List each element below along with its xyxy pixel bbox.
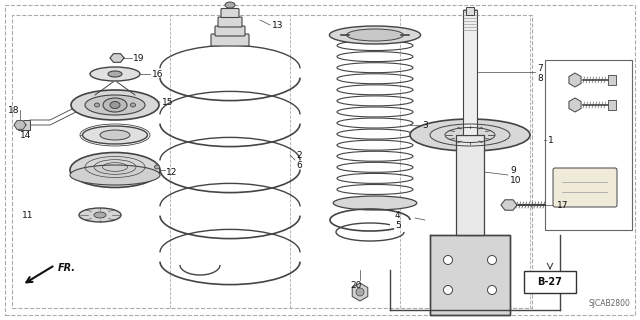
Ellipse shape bbox=[108, 71, 122, 77]
Text: 20: 20 bbox=[350, 281, 362, 290]
Ellipse shape bbox=[70, 153, 160, 188]
Text: B-27: B-27 bbox=[538, 277, 563, 287]
Text: 10: 10 bbox=[510, 175, 522, 185]
Bar bbox=[18, 120, 30, 130]
Ellipse shape bbox=[410, 119, 530, 151]
Bar bbox=[545, 60, 632, 230]
Text: SJCAB2800: SJCAB2800 bbox=[588, 299, 630, 308]
Ellipse shape bbox=[154, 165, 159, 169]
Polygon shape bbox=[117, 58, 124, 62]
Polygon shape bbox=[113, 58, 120, 62]
Ellipse shape bbox=[95, 103, 99, 107]
Ellipse shape bbox=[346, 29, 403, 41]
FancyBboxPatch shape bbox=[524, 271, 576, 293]
Ellipse shape bbox=[71, 90, 159, 120]
Text: 7: 7 bbox=[537, 63, 543, 73]
Polygon shape bbox=[113, 54, 120, 58]
Text: 12: 12 bbox=[166, 167, 177, 177]
Ellipse shape bbox=[444, 285, 452, 294]
Text: 15: 15 bbox=[162, 98, 173, 107]
Ellipse shape bbox=[83, 126, 147, 144]
Text: 9: 9 bbox=[510, 165, 516, 174]
FancyBboxPatch shape bbox=[218, 17, 242, 27]
FancyBboxPatch shape bbox=[430, 235, 510, 315]
Text: 4: 4 bbox=[395, 211, 401, 220]
FancyBboxPatch shape bbox=[553, 168, 617, 207]
Ellipse shape bbox=[100, 130, 130, 140]
FancyBboxPatch shape bbox=[221, 9, 239, 18]
Ellipse shape bbox=[488, 285, 497, 294]
Text: 18: 18 bbox=[8, 106, 19, 115]
Bar bbox=[466, 7, 474, 15]
Polygon shape bbox=[501, 200, 517, 210]
Text: 2: 2 bbox=[296, 150, 301, 159]
Bar bbox=[608, 75, 616, 85]
FancyBboxPatch shape bbox=[215, 26, 245, 36]
Text: 11: 11 bbox=[22, 211, 33, 220]
Text: 1: 1 bbox=[548, 135, 554, 145]
Ellipse shape bbox=[333, 196, 417, 210]
Text: 8: 8 bbox=[537, 74, 543, 83]
Text: FR.: FR. bbox=[58, 263, 76, 273]
Polygon shape bbox=[110, 54, 117, 58]
Text: 13: 13 bbox=[272, 20, 284, 29]
Polygon shape bbox=[110, 58, 117, 62]
Bar bbox=[463, 10, 477, 135]
Text: 16: 16 bbox=[152, 69, 163, 78]
Text: 6: 6 bbox=[296, 161, 301, 170]
Polygon shape bbox=[14, 121, 26, 129]
Ellipse shape bbox=[79, 208, 121, 222]
Text: 17: 17 bbox=[557, 201, 568, 210]
Ellipse shape bbox=[444, 255, 452, 265]
Text: 19: 19 bbox=[133, 53, 145, 62]
Bar bbox=[608, 100, 616, 110]
Ellipse shape bbox=[110, 101, 120, 108]
Text: 5: 5 bbox=[395, 220, 401, 229]
Ellipse shape bbox=[330, 26, 420, 44]
Bar bbox=[12, 15, 532, 308]
Bar bbox=[456, 135, 484, 235]
Text: 3: 3 bbox=[422, 121, 428, 130]
Ellipse shape bbox=[488, 255, 497, 265]
Ellipse shape bbox=[94, 212, 106, 218]
FancyBboxPatch shape bbox=[211, 34, 249, 46]
Ellipse shape bbox=[103, 98, 127, 112]
Polygon shape bbox=[117, 54, 124, 58]
Text: 14: 14 bbox=[20, 131, 31, 140]
Ellipse shape bbox=[356, 288, 364, 296]
Ellipse shape bbox=[131, 103, 136, 107]
Ellipse shape bbox=[90, 67, 140, 81]
Ellipse shape bbox=[70, 165, 160, 185]
Ellipse shape bbox=[225, 2, 235, 8]
Ellipse shape bbox=[85, 95, 145, 115]
